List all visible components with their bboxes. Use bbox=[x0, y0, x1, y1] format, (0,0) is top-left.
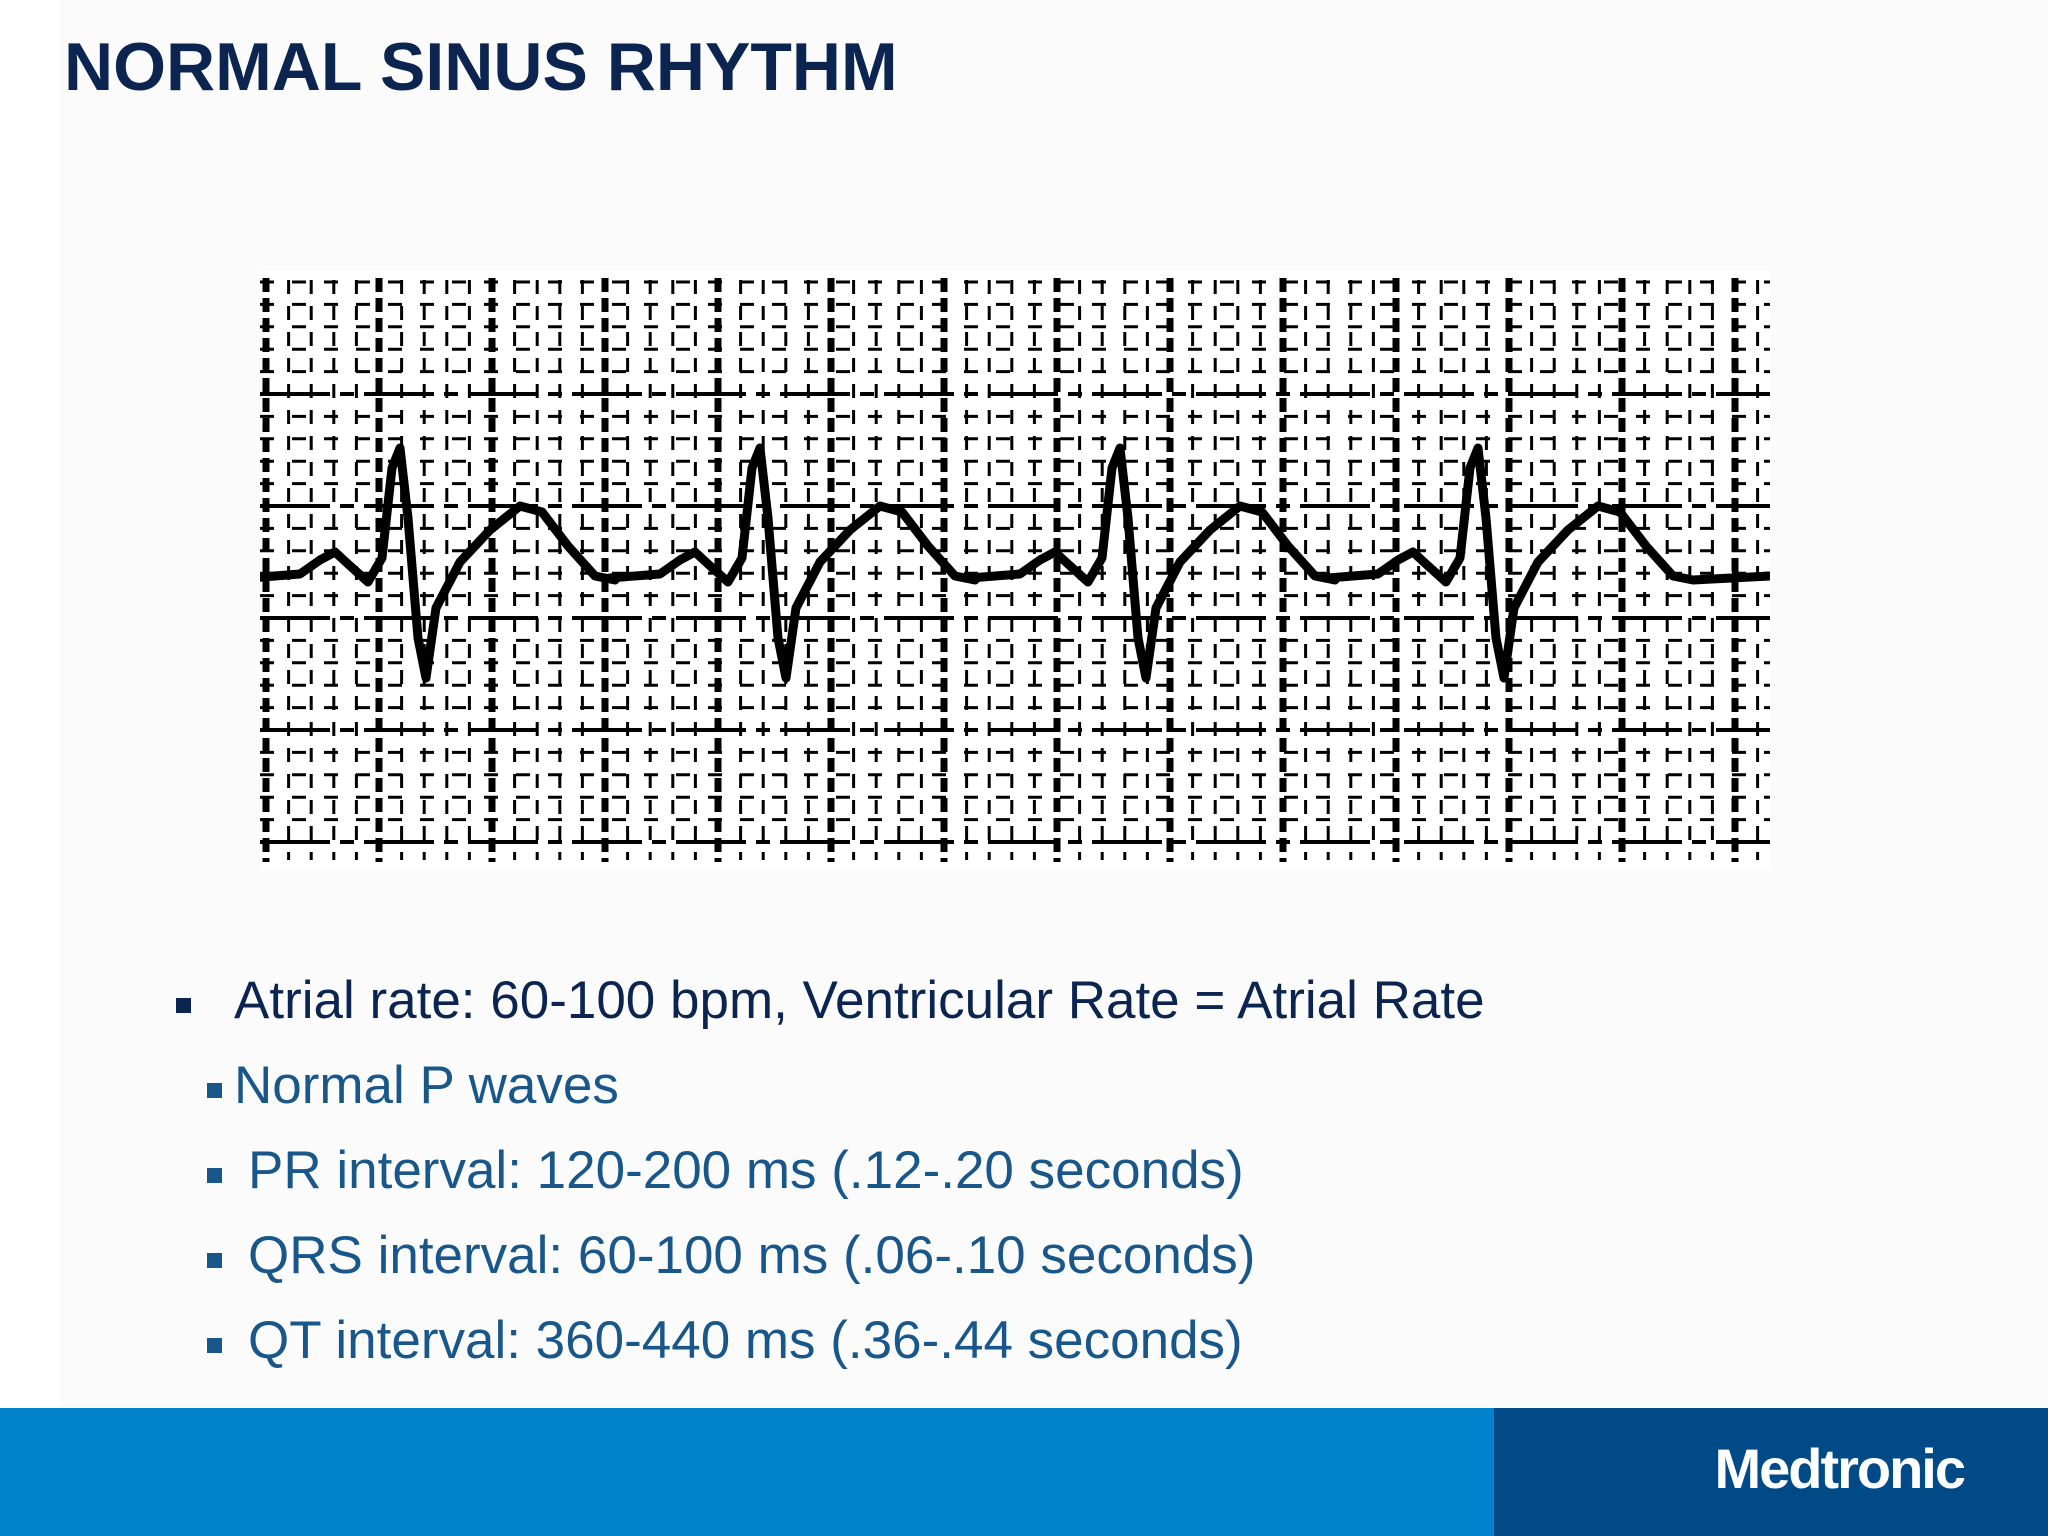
bullet-qt-interval: QT interval: 360-440 ms (.36-.44 seconds… bbox=[207, 1310, 1243, 1371]
ecg-trace bbox=[260, 443, 1770, 683]
bullet-qrs-interval: QRS interval: 60-100 ms (.06-.10 seconds… bbox=[207, 1225, 1256, 1286]
medtronic-logo: Medtronic bbox=[1714, 1437, 1966, 1500]
square-bullet-icon bbox=[207, 1253, 222, 1268]
bullet-text: Normal P waves bbox=[234, 1056, 619, 1115]
bullet-text: PR interval: 120-200 ms (.12-.20 seconds… bbox=[248, 1141, 1244, 1200]
slide-title: NORMAL SINUS RHYTHM bbox=[64, 29, 898, 105]
square-bullet-icon bbox=[176, 998, 191, 1013]
square-bullet-icon bbox=[207, 1083, 222, 1098]
ecg-strip bbox=[260, 270, 1770, 870]
bullet-text: Atrial rate: 60-100 bpm, Ventricular Rat… bbox=[234, 971, 1485, 1030]
bullet-p-waves: Normal P waves bbox=[207, 1055, 619, 1116]
bullet-atrial-rate: Atrial rate: 60-100 bpm, Ventricular Rat… bbox=[176, 970, 1485, 1031]
square-bullet-icon bbox=[207, 1338, 222, 1353]
square-bullet-icon bbox=[207, 1168, 222, 1183]
bullet-text: QRS interval: 60-100 ms (.06-.10 seconds… bbox=[248, 1226, 1256, 1285]
footer-brand-block: Medtronic bbox=[1494, 1408, 2048, 1536]
bullet-text: QT interval: 360-440 ms (.36-.44 seconds… bbox=[248, 1311, 1243, 1370]
footer-bar: Medtronic bbox=[0, 1408, 2048, 1536]
bullet-pr-interval: PR interval: 120-200 ms (.12-.20 seconds… bbox=[207, 1140, 1244, 1201]
